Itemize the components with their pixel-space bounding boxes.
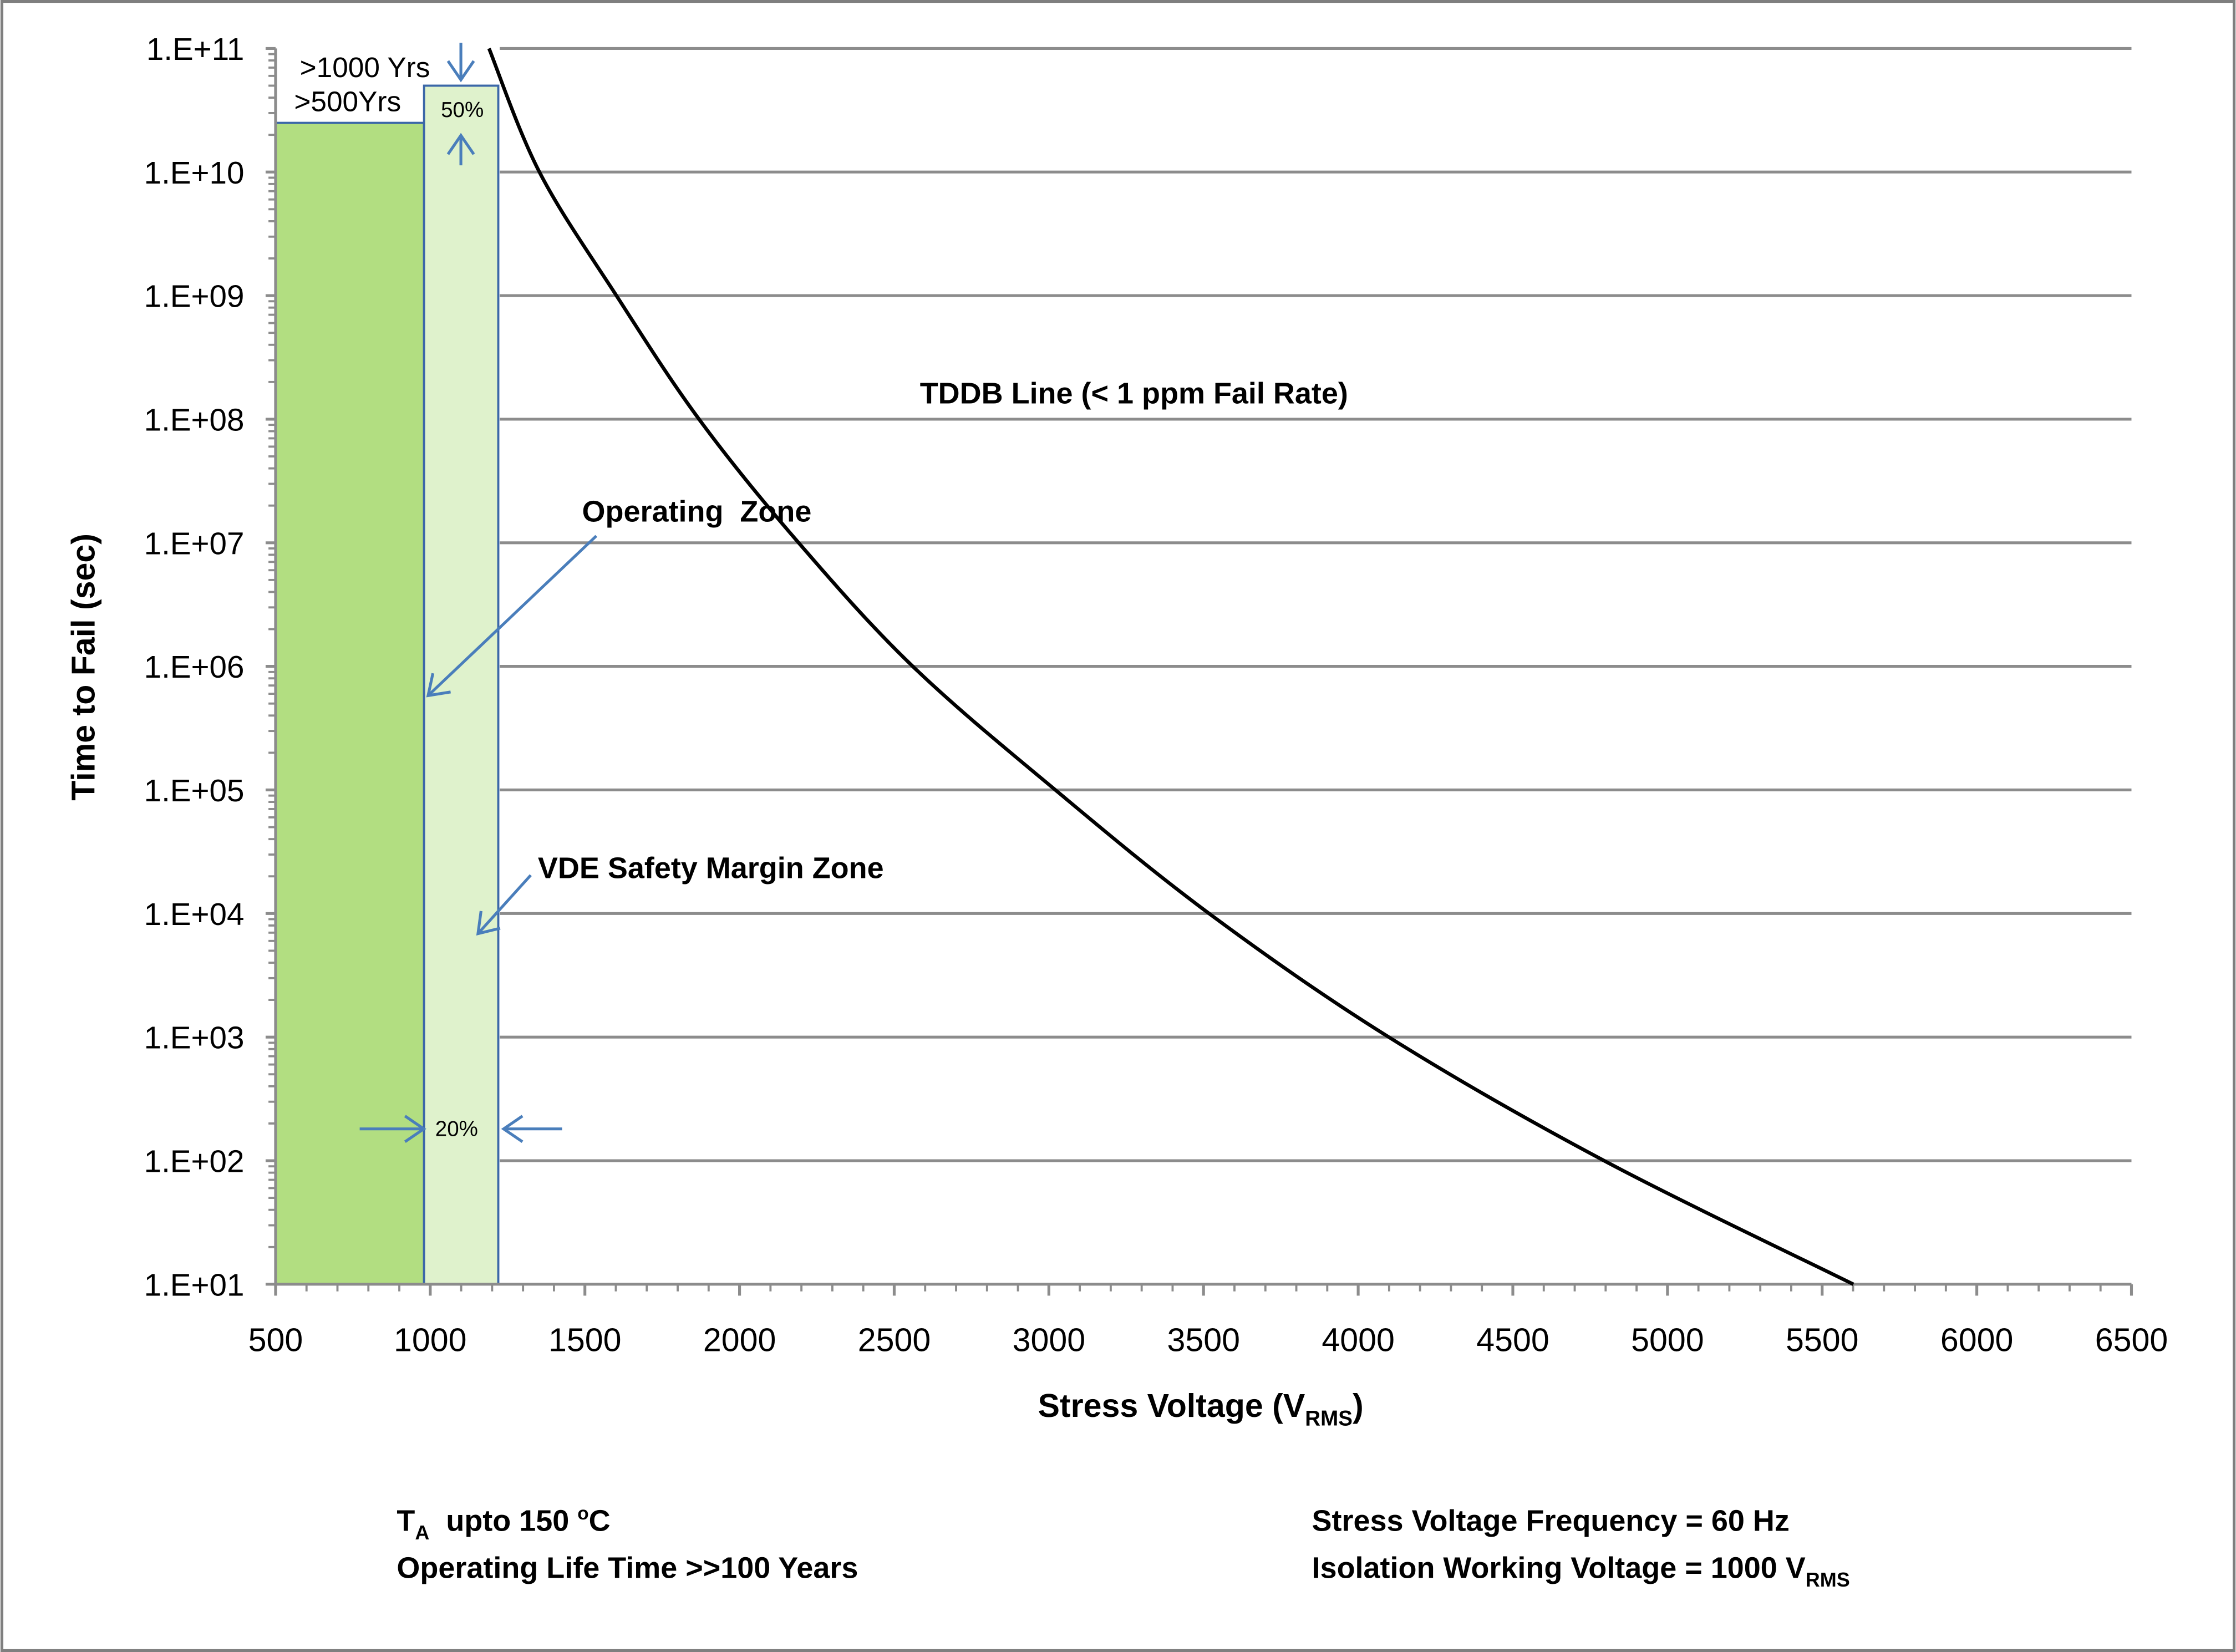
svg-text:Stress Voltage Frequency = 60: Stress Voltage Frequency = 60 Hz xyxy=(1312,1504,1790,1538)
footnote-left: TA upto 150 oC Operating Life Time >>100… xyxy=(397,1503,858,1584)
tddb-line xyxy=(487,48,1854,1286)
x-tick-label: 6500 xyxy=(2095,1321,2168,1359)
y-tick-label: 1.E+07 xyxy=(144,526,245,561)
y-tick-label: 1.E+08 xyxy=(144,402,245,437)
y-tick-label: 1.E+03 xyxy=(144,1020,245,1055)
x-tick-label: 3000 xyxy=(1013,1321,1086,1359)
label-500-yrs: >500Yrs xyxy=(294,85,401,117)
arrow-head xyxy=(476,911,501,936)
arrow-head xyxy=(446,133,475,155)
svg-text:TA upto 150 oC: TA upto 150 oC xyxy=(397,1503,610,1544)
label-vde-safety-zone: VDE Safety Margin Zone xyxy=(538,851,884,885)
x-axis-title: Stress Voltage (VRMS) xyxy=(1038,1387,1364,1430)
x-tick-label: 5000 xyxy=(1631,1321,1704,1359)
x-tick-label: 1000 xyxy=(394,1321,466,1359)
footnote-right: Stress Voltage Frequency = 60 Hz Isolati… xyxy=(1312,1504,1850,1591)
x-tick-label: 4000 xyxy=(1322,1321,1395,1359)
arrow-up-icon xyxy=(446,133,475,166)
arrow-head xyxy=(501,1115,524,1143)
y-tick-label: 1.E+01 xyxy=(144,1267,245,1302)
y-tick-label: 1.E+09 xyxy=(144,279,245,314)
label-1000-yrs: >1000 Yrs xyxy=(300,51,430,83)
y-tick-label: 1.E+05 xyxy=(144,773,245,808)
arrow-shaft xyxy=(477,874,532,935)
label-tddb-line: TDDB Line (< 1 ppm Fail Rate) xyxy=(920,377,1348,410)
operating-zone xyxy=(275,121,425,1285)
x-tick-label: 1500 xyxy=(548,1321,622,1359)
arrow-head xyxy=(404,1115,426,1143)
x-tick-label: 6000 xyxy=(1940,1321,2014,1359)
label-operating-zone: Operating Zone xyxy=(582,495,812,528)
x-tick-label: 500 xyxy=(248,1321,303,1359)
arrow-head xyxy=(446,60,475,83)
y-tick-label: 1.E+02 xyxy=(144,1144,245,1179)
y-tick-label: 1.E+11 xyxy=(146,32,245,67)
svg-text:Operating Life Time >>100 Year: Operating Life Time >>100 Years xyxy=(397,1551,858,1584)
operating-zone-arrow-icon xyxy=(426,535,598,698)
x-tick-label: 5500 xyxy=(1786,1321,1859,1359)
y-tick-label: 1.E+06 xyxy=(144,649,245,684)
arrow-right-icon xyxy=(359,1115,426,1143)
vde-safety-margin-zone xyxy=(423,84,500,1285)
arrow-shaft xyxy=(427,535,598,697)
x-tick-label: 3500 xyxy=(1167,1321,1240,1359)
svg-text:Isolation Working Voltage = 10: Isolation Working Voltage = 1000 VRMS xyxy=(1312,1551,1850,1590)
x-tick-label: 4500 xyxy=(1476,1321,1549,1359)
y-axis-title: Time to Fail (sec) xyxy=(65,533,102,801)
label-20-percent: 20% xyxy=(435,1117,478,1141)
label-50-percent: 50% xyxy=(441,98,484,122)
arrow-head xyxy=(426,673,451,698)
x-tick-label: 2000 xyxy=(703,1321,776,1359)
vde-zone-arrow-icon xyxy=(476,874,532,936)
arrow-down-icon xyxy=(446,43,475,83)
y-tick-label: 1.E+10 xyxy=(144,155,245,190)
y-tick-label: 1.E+04 xyxy=(144,897,245,932)
x-tick-label: 2500 xyxy=(858,1321,931,1359)
arrow-left-icon xyxy=(501,1115,562,1143)
